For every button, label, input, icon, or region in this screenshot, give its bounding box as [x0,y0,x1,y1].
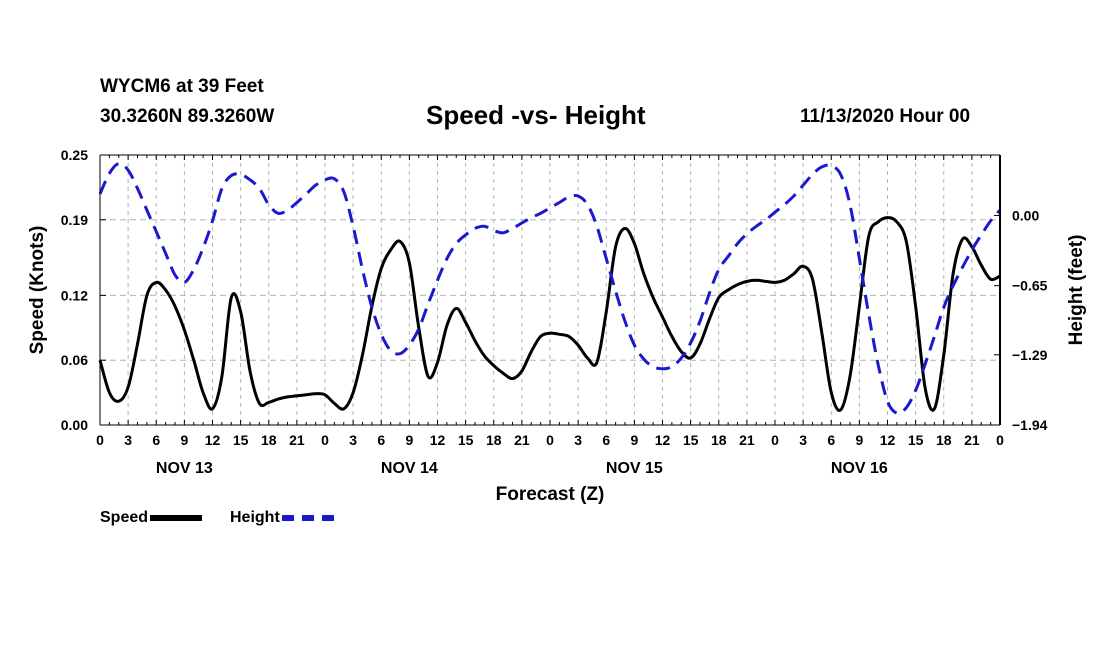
legend-height-swatch [281,515,334,521]
x-tick-label: 0 [96,432,104,448]
x-tick-label: 18 [486,432,502,448]
x-tick-label: 21 [289,432,305,448]
day-label: NOV 16 [831,460,888,477]
series-line-height [98,162,1002,415]
x-tick-label: 6 [152,432,160,448]
x-tick-label: 3 [124,432,132,448]
x-tick-label: 0 [771,432,779,448]
x-tick-label: 6 [602,432,610,448]
legend-speed: Speed [100,509,203,527]
grid [100,155,1000,425]
y-left-tick-label: 0.06 [61,352,88,368]
x-tick-label: 18 [261,432,277,448]
x-tick-label: 9 [405,432,413,448]
x-tick-label: 6 [377,432,385,448]
x-tick-label: 15 [233,432,249,448]
x-tick-label: 0 [546,432,554,448]
chart-title: Speed -vs- Height [426,100,646,130]
x-tick-label: 12 [655,432,671,448]
x-tick-label: 12 [430,432,446,448]
forecast-run-time: 11/13/2020 Hour 00 [800,106,971,127]
x-tick-label: 12 [205,432,221,448]
legend-height-label: Height [230,509,280,526]
x-tick-label: 15 [908,432,924,448]
y-right-tick-label: −1.94 [1012,417,1048,433]
coordinates-label: 30.3260N 89.3260W [100,106,275,127]
x-tick-label: 9 [630,432,638,448]
x-tick-label: 15 [683,432,699,448]
x-tick-label: 0 [321,432,329,448]
x-tick-label: 12 [880,432,896,448]
x-axis-title: Forecast (Z) [496,484,605,505]
series-line-speed [98,216,1001,412]
y-left-tick-label: 0.12 [61,287,88,303]
day-label: NOV 14 [381,460,438,477]
x-tick-label: 21 [739,432,755,448]
station-label: WYCM6 at 39 Feet [100,76,264,97]
day-label: NOV 13 [156,460,213,477]
axis-labels: 0 3 6 9 12 15 18 21 0 3 6 9 12 15 18 21 0 3 6 9 12 15 18 21 0 3 6 9… [27,147,1087,505]
y-right-axis-title: Height (feet) [1066,235,1087,346]
x-tick-label: 9 [180,432,188,448]
y-right-tick-label: 0.00 [1012,207,1039,223]
legend-height: Height [230,509,334,527]
x-tick-label: 3 [574,432,582,448]
x-tick-label: 21 [514,432,530,448]
series [98,162,1002,415]
x-tick-label: 0 [996,432,1004,448]
x-tick-label: 15 [458,432,474,448]
x-tick-label: 18 [936,432,952,448]
y-left-tick-label: 0.19 [61,212,88,228]
day-label: NOV 15 [606,460,663,477]
x-tick-label: 21 [964,432,980,448]
x-tick-label: 3 [799,432,807,448]
x-tick-label: 6 [827,432,835,448]
axes [99,154,1001,426]
legend-speed-label: Speed [100,509,149,526]
y-right-tick-label: −1.29 [1012,347,1048,363]
y-right-tick-label: −0.65 [1012,278,1048,294]
x-tick-label: 18 [711,432,727,448]
y-left-axis-title: Speed (Knots) [27,226,48,355]
x-tick-label: 3 [349,432,357,448]
x-tick-label: 9 [855,432,863,448]
y-left-tick-label: 0.00 [61,417,88,433]
legend-speed-swatch [150,515,203,521]
y-left-tick-label: 0.25 [61,147,88,163]
